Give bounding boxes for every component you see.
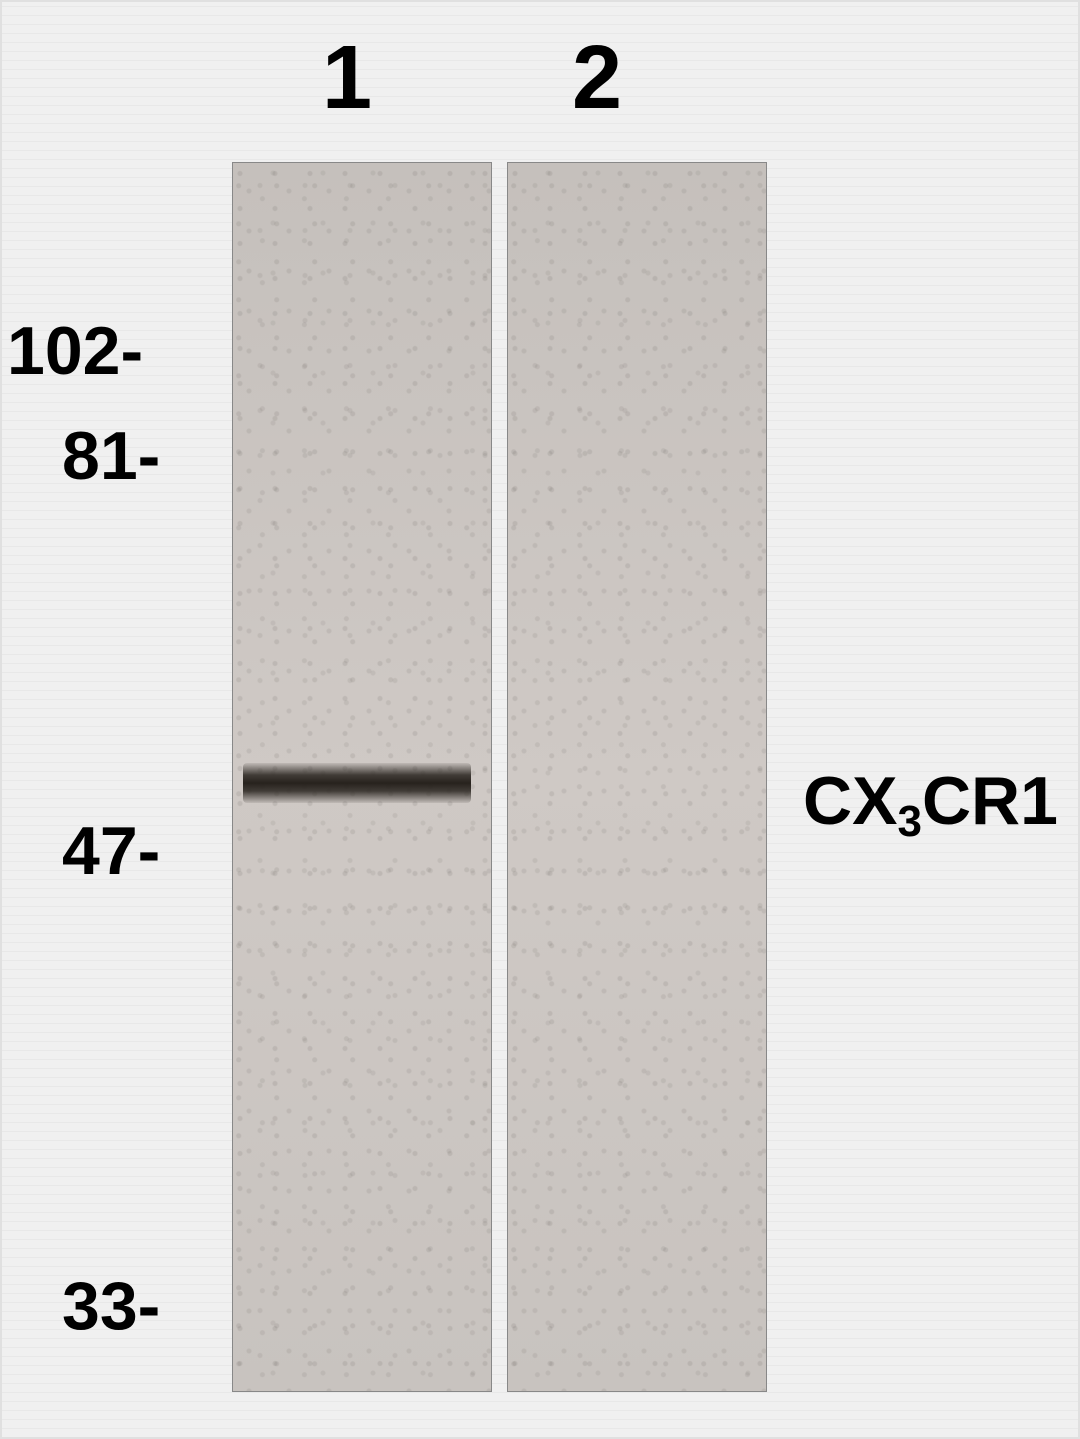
lane-2-background xyxy=(508,163,766,1391)
protein-label-suffix: CR1 xyxy=(922,762,1058,840)
lane-2 xyxy=(507,162,767,1392)
protein-label: CX3CR1 xyxy=(803,762,1058,840)
lane-label-2: 2 xyxy=(572,27,622,130)
protein-label-subscript: 3 xyxy=(897,797,921,847)
lane-label-1: 1 xyxy=(322,27,372,130)
ladder-marker-102: 102- xyxy=(7,312,143,390)
ladder-marker-81: 81- xyxy=(62,417,160,495)
cx3cr1-band xyxy=(243,763,471,803)
ladder-marker-47: 47- xyxy=(62,812,160,890)
protein-label-prefix: CX xyxy=(803,762,897,840)
blot-lanes-area xyxy=(232,162,777,1392)
blot-container: 1 2 102- 81- 47- 33- CX3CR1 xyxy=(0,0,1080,1439)
ladder-marker-33: 33- xyxy=(62,1267,160,1345)
lane-1 xyxy=(232,162,492,1392)
